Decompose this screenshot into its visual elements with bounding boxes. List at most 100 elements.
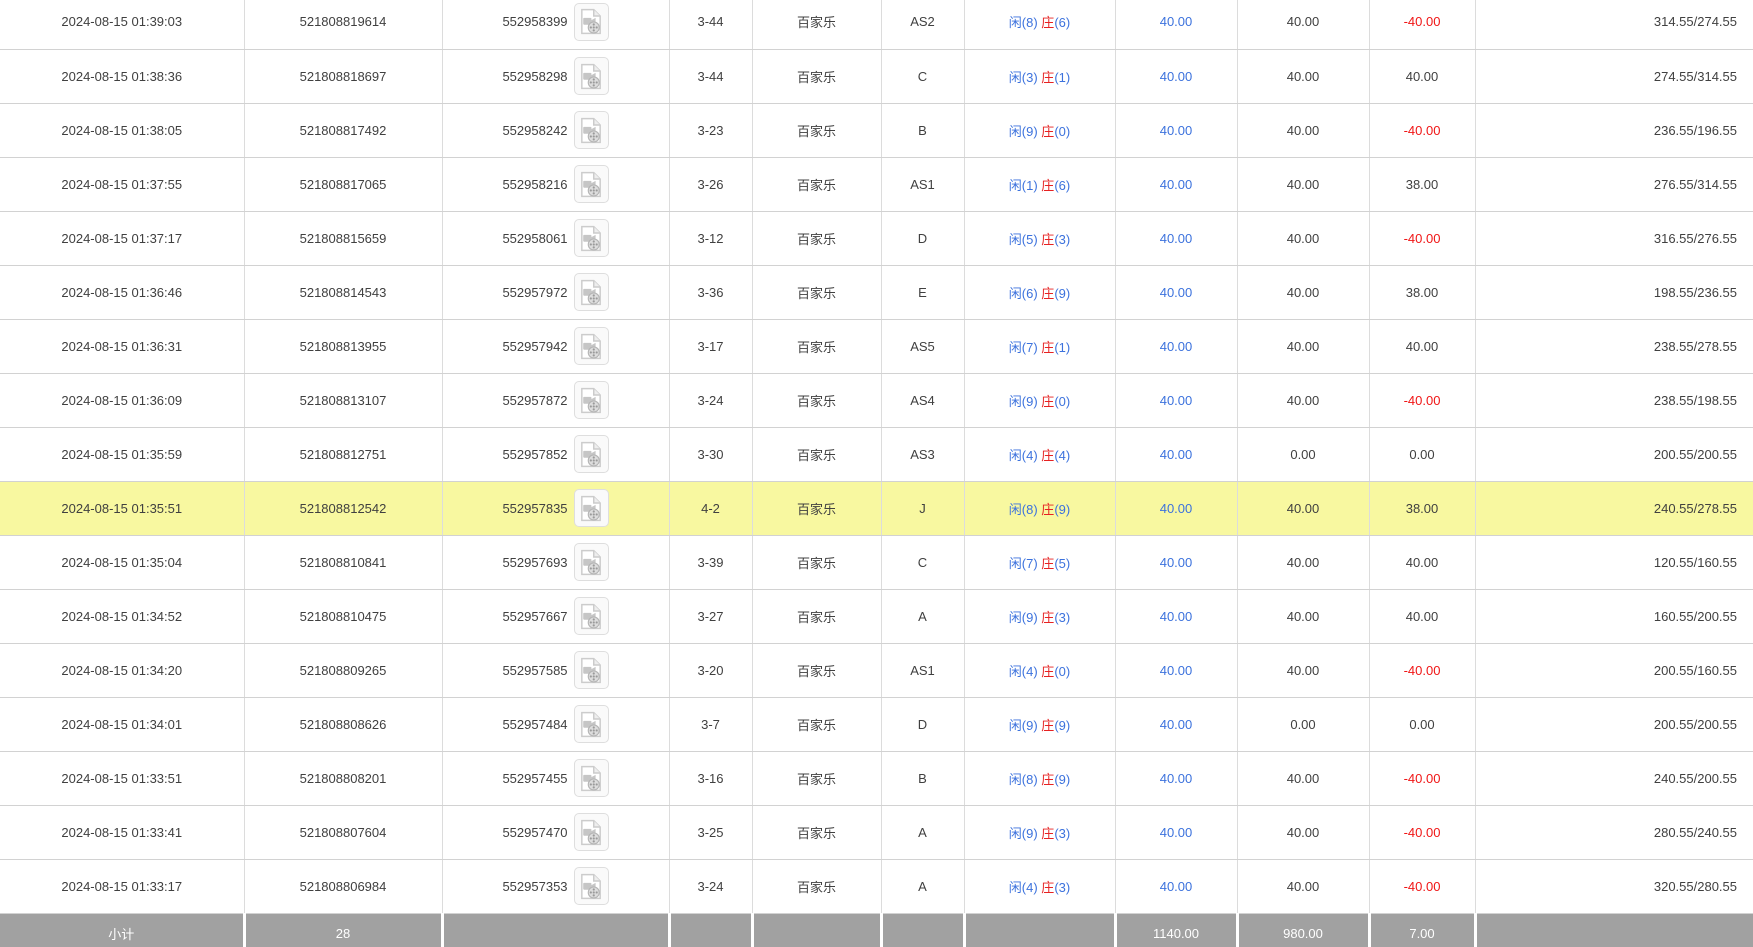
game-type-cell: 百家乐: [752, 859, 882, 914]
round-id-cell: 552957942: [442, 319, 670, 374]
video-replay-button[interactable]: [573, 2, 609, 41]
video-replay-button[interactable]: [573, 867, 609, 905]
player-result: 闲(4): [1008, 879, 1042, 895]
table-row[interactable]: 2024-08-15 01:38:05 521808817492 5529582…: [0, 103, 1753, 158]
bet-amount-link[interactable]: 40.00: [1159, 338, 1193, 354]
balance-cell: 200.55/200.55: [1475, 697, 1753, 752]
bet-amount-link[interactable]: 40.00: [1159, 824, 1193, 840]
result-cell: 闲(7) 庄(1): [964, 319, 1116, 374]
bet-amount-link[interactable]: 40.00: [1159, 230, 1193, 246]
bet-amount-link[interactable]: 40.00: [1159, 500, 1193, 516]
bet-amount-link[interactable]: 40.00: [1159, 716, 1193, 732]
balance-cell: 240.55/278.55: [1475, 481, 1753, 536]
video-replay-button[interactable]: [573, 219, 609, 257]
video-replay-button[interactable]: [573, 489, 609, 527]
bet-amount-link[interactable]: 40.00: [1159, 392, 1193, 408]
bet-amount-link[interactable]: 40.00: [1159, 608, 1193, 624]
order-id-cell: 521808808626: [244, 697, 443, 752]
bet-amount-cell: 40.00: [1115, 697, 1238, 752]
table-number-cell: 3-20: [669, 643, 753, 698]
winloss-cell: 38.00: [1369, 157, 1476, 212]
result-cell: 闲(4) 庄(3): [964, 859, 1116, 914]
table-row[interactable]: 2024-08-15 01:35:59 521808812751 5529578…: [0, 427, 1753, 482]
video-replay-button[interactable]: [573, 651, 609, 689]
banker-label: 庄: [1041, 285, 1055, 301]
bet-amount-cell: 40.00: [1115, 0, 1238, 50]
video-replay-button[interactable]: [573, 543, 609, 581]
video-replay-button[interactable]: [573, 273, 609, 311]
table-row[interactable]: 2024-08-15 01:37:55 521808817065 5529582…: [0, 157, 1753, 212]
game-type-cell: 百家乐: [752, 211, 882, 266]
bet-amount-link[interactable]: 40.00: [1159, 446, 1193, 462]
bet-amount-link[interactable]: 40.00: [1159, 122, 1193, 138]
order-id-cell: 521808817492: [244, 103, 443, 158]
result-cell: 闲(7) 庄(5): [964, 535, 1116, 590]
table-row[interactable]: 2024-08-15 01:36:09 521808813107 5529578…: [0, 373, 1753, 428]
video-replay-button[interactable]: [573, 435, 609, 473]
bet-time-cell: 2024-08-15 01:33:17: [0, 859, 245, 914]
bet-amount-link[interactable]: 40.00: [1159, 770, 1193, 786]
round-id-text: 552957972: [502, 284, 568, 300]
banker-points: (6): [1054, 15, 1071, 31]
bet-amount-link[interactable]: 40.00: [1159, 554, 1193, 570]
video-replay-button[interactable]: [573, 327, 609, 365]
result-cell: 闲(9) 庄(3): [964, 805, 1116, 860]
banker-label: 庄: [1041, 447, 1055, 463]
table-row[interactable]: 2024-08-15 01:36:46 521808814543 5529579…: [0, 265, 1753, 320]
result-cell: 闲(8) 庄(9): [964, 481, 1116, 536]
result-cell: 闲(9) 庄(0): [964, 103, 1116, 158]
table-row[interactable]: 2024-08-15 01:36:31 521808813955 5529579…: [0, 319, 1753, 374]
table-row[interactable]: 2024-08-15 01:33:17 521808806984 5529573…: [0, 859, 1753, 914]
seat-cell: AS4: [881, 373, 965, 428]
order-id-cell: 521808812542: [244, 481, 443, 536]
video-replay-button[interactable]: [573, 111, 609, 149]
round-id-text: 552957470: [502, 824, 568, 840]
bet-amount-link[interactable]: 40.00: [1159, 878, 1193, 894]
video-replay-button[interactable]: [573, 759, 609, 797]
round-id-cell: 552958216: [442, 157, 670, 212]
video-replay-button[interactable]: [573, 165, 609, 203]
valid-amount-cell: 40.00: [1237, 643, 1370, 698]
video-replay-icon: [580, 549, 602, 576]
order-id-cell: 521808806984: [244, 859, 443, 914]
bet-amount-link[interactable]: 40.00: [1159, 14, 1193, 30]
video-replay-button[interactable]: [573, 381, 609, 419]
subtotal-label: 小计: [0, 913, 246, 947]
table-row[interactable]: 2024-08-15 01:35:51 521808812542 5529578…: [0, 481, 1753, 536]
table-row[interactable]: 2024-08-15 01:34:01 521808808626 5529574…: [0, 697, 1753, 752]
video-replay-button[interactable]: [573, 57, 609, 95]
table-row[interactable]: 2024-08-15 01:38:36 521808818697 5529582…: [0, 49, 1753, 104]
banker-points: (0): [1054, 123, 1071, 139]
table-row[interactable]: 2024-08-15 01:33:41 521808807604 5529574…: [0, 805, 1753, 860]
table-row[interactable]: 2024-08-15 01:33:51 521808808201 5529574…: [0, 751, 1753, 806]
table-row[interactable]: 2024-08-15 01:37:17 521808815659 5529580…: [0, 211, 1753, 266]
video-replay-icon: [580, 711, 602, 738]
bet-amount-link[interactable]: 40.00: [1159, 176, 1193, 192]
video-replay-button[interactable]: [573, 597, 609, 635]
banker-label: 庄: [1041, 339, 1055, 355]
video-replay-icon: [580, 63, 602, 90]
bet-amount-link[interactable]: 40.00: [1159, 284, 1193, 300]
bet-amount-cell: 40.00: [1115, 751, 1238, 806]
balance-cell: 314.55/274.55: [1475, 0, 1753, 50]
table-row[interactable]: 2024-08-15 01:35:04 521808810841 5529576…: [0, 535, 1753, 590]
bet-amount-cell: 40.00: [1115, 157, 1238, 212]
table-row[interactable]: 2024-08-15 01:34:20 521808809265 5529575…: [0, 643, 1753, 698]
round-id-cell: 552957585: [442, 643, 670, 698]
result-cell: 闲(9) 庄(0): [964, 373, 1116, 428]
banker-points: (1): [1054, 69, 1071, 85]
table-row[interactable]: 2024-08-15 01:39:03 521808819614 5529583…: [0, 0, 1753, 50]
order-id-cell: 521808819614: [244, 0, 443, 50]
bet-amount-link[interactable]: 40.00: [1159, 662, 1193, 678]
banker-label: 庄: [1041, 69, 1055, 85]
bet-time-cell: 2024-08-15 01:35:04: [0, 535, 245, 590]
result-cell: 闲(9) 庄(3): [964, 589, 1116, 644]
winloss-cell: 40.00: [1369, 319, 1476, 374]
bet-amount-link[interactable]: 40.00: [1159, 68, 1193, 84]
valid-amount-cell: 40.00: [1237, 319, 1370, 374]
table-row[interactable]: 2024-08-15 01:34:52 521808810475 5529576…: [0, 589, 1753, 644]
game-type-cell: 百家乐: [752, 589, 882, 644]
video-replay-button[interactable]: [573, 813, 609, 851]
video-replay-button[interactable]: [573, 705, 609, 743]
